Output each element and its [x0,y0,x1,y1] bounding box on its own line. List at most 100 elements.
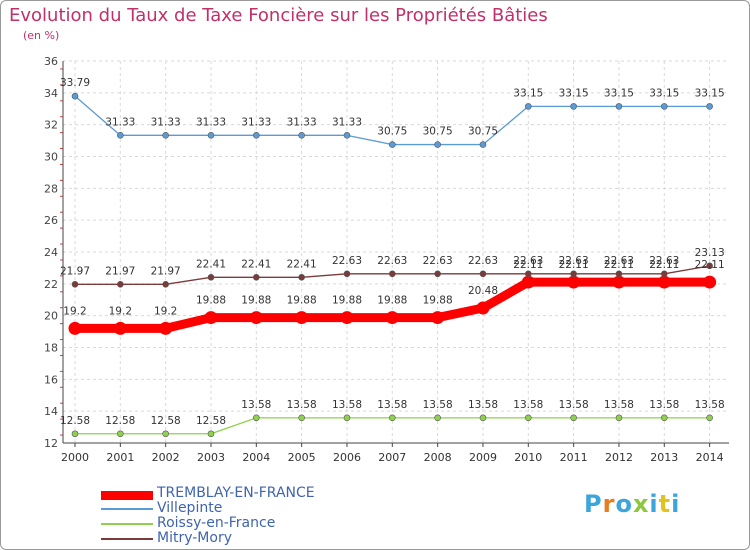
data-label-villepinte: 31.33 [196,116,226,128]
x-tick-label: 2008 [424,451,452,464]
data-point-mitry-mory [389,270,396,278]
data-point-roissy-en-france [434,414,441,422]
data-label-villepinte: 31.33 [332,116,362,128]
y-tick-label: 12 [44,437,58,450]
data-label-villepinte: 33.15 [513,87,543,99]
data-point-roissy-en-france [660,414,668,422]
data-point-tremblay-en-france [385,311,399,325]
x-tick-label: 2009 [469,451,497,464]
data-point-tremblay-en-france [703,275,717,289]
data-point-villepinte [162,132,169,139]
data-point-tremblay-en-france [657,275,671,289]
x-tick-label: 2013 [650,451,678,464]
x-tick-label: 2002 [152,451,180,464]
data-point-mitry-mory [660,270,668,278]
data-label-roissy-en-france: 12.58 [151,415,181,427]
data-label-roissy-en-france: 13.58 [649,399,679,411]
proxiti-logo: Proxiti [584,490,680,518]
data-label-tremblay-en-france: 22.11 [604,259,634,271]
data-point-tremblay-en-france [204,311,218,325]
data-point-mitry-mory [253,274,260,281]
data-point-villepinte [343,132,351,139]
x-tick-label: 2014 [696,451,724,464]
data-point-mitry-mory [524,270,532,278]
data-point-mitry-mory [117,281,124,288]
data-point-tremblay-en-france [113,321,127,335]
data-point-mitry-mory [434,270,441,278]
data-label-villepinte: 31.33 [241,116,271,128]
logo-letter: o [615,490,633,518]
data-point-mitry-mory [479,270,487,278]
data-point-roissy-en-france [71,430,79,438]
data-label-tremblay-en-france: 19.88 [332,295,362,307]
y-tick-label: 20 [44,310,58,323]
data-label-tremblay-en-france: 19.88 [377,295,407,307]
legend-label-mitry: Mitry-Mory [157,530,232,546]
axes: 12 14 16 18 20 22 24 26 28 30 32 34 36 2000 2001 2002 20… [44,55,729,464]
data-label-roissy-en-france: 13.58 [559,399,589,411]
data-point-roissy-en-france [343,414,351,422]
y-tick-label: 34 [44,87,58,100]
data-label-roissy-en-france: 13.58 [377,399,407,411]
legend-label-tremblay: TREMBLAY-EN-FRANCE [157,485,315,501]
logo-letter: t [658,490,672,518]
data-point-mitry-mory [706,262,713,270]
legend-swatch-mitry [101,538,153,540]
logo-letter: i [671,490,681,518]
y-tick-label: 18 [44,342,58,355]
data-point-roissy-en-france [389,414,396,422]
series-lines [68,92,717,438]
data-label-villepinte: 33.15 [649,87,679,99]
data-point-villepinte [434,141,441,148]
data-point-villepinte [207,132,215,139]
data-label-mitry-mory: 21.97 [151,265,181,277]
data-point-mitry-mory [207,274,215,281]
data-point-mitry-mory [298,274,305,281]
data-point-tremblay-en-france [68,321,82,335]
data-point-mitry-mory [615,270,623,278]
data-label-mitry-mory: 22.63 [513,255,543,267]
data-label-roissy-en-france: 12.58 [60,415,90,427]
x-tick-label: 2011 [560,451,588,464]
y-tick-label: 32 [44,119,58,132]
data-label-villepinte: 31.33 [151,116,181,128]
data-point-mitry-mory [71,281,79,288]
data-point-roissy-en-france [117,430,124,438]
data-label-tremblay-en-france: 22.11 [559,259,589,271]
y-tick-label: 36 [44,55,58,68]
data-point-roissy-en-france [298,414,305,422]
logo-letter: r [602,490,616,518]
data-label-tremblay-en-france: 19.88 [196,295,226,307]
y-axis-unit: (en %) [23,29,60,42]
data-point-mitry-mory [343,270,351,278]
data-point-tremblay-en-france [612,275,626,289]
data-point-villepinte [479,141,487,148]
y-tick-label: 28 [44,182,58,195]
data-label-villepinte: 33.15 [604,87,634,99]
data-point-tremblay-en-france [249,311,263,325]
x-tick-label: 2004 [242,451,270,464]
data-label-villepinte: 30.75 [468,126,498,138]
logo-letter: x [632,490,650,518]
data-label-tremblay-en-france: 22.11 [513,259,543,271]
y-tick-label: 22 [44,278,58,291]
data-point-villepinte [524,103,532,110]
data-label-villepinte: 30.75 [423,126,453,138]
data-label-villepinte: 33.15 [559,87,589,99]
data-point-tremblay-en-france [476,301,490,315]
data-label-roissy-en-france: 13.58 [604,399,634,411]
data-label-tremblay-en-france: 19.88 [241,295,271,307]
data-label-roissy-en-france: 13.58 [241,399,271,411]
data-point-roissy-en-france [615,414,623,422]
legend-swatch-villepinte [101,508,153,510]
data-labels: 19.2 19.2 19.2 19.88 19.88 19.88 19.88 19.88 19.… [60,77,725,427]
y-tick-label: 16 [44,373,58,386]
data-label-mitry-mory: 22.41 [241,258,271,270]
y-tick-label: 24 [44,246,58,259]
x-tick-label: 2001 [106,451,134,464]
legend-label-roissy: Roissy-en-France [157,515,276,531]
data-label-roissy-en-france: 13.58 [513,399,543,411]
data-point-roissy-en-france [479,414,487,422]
